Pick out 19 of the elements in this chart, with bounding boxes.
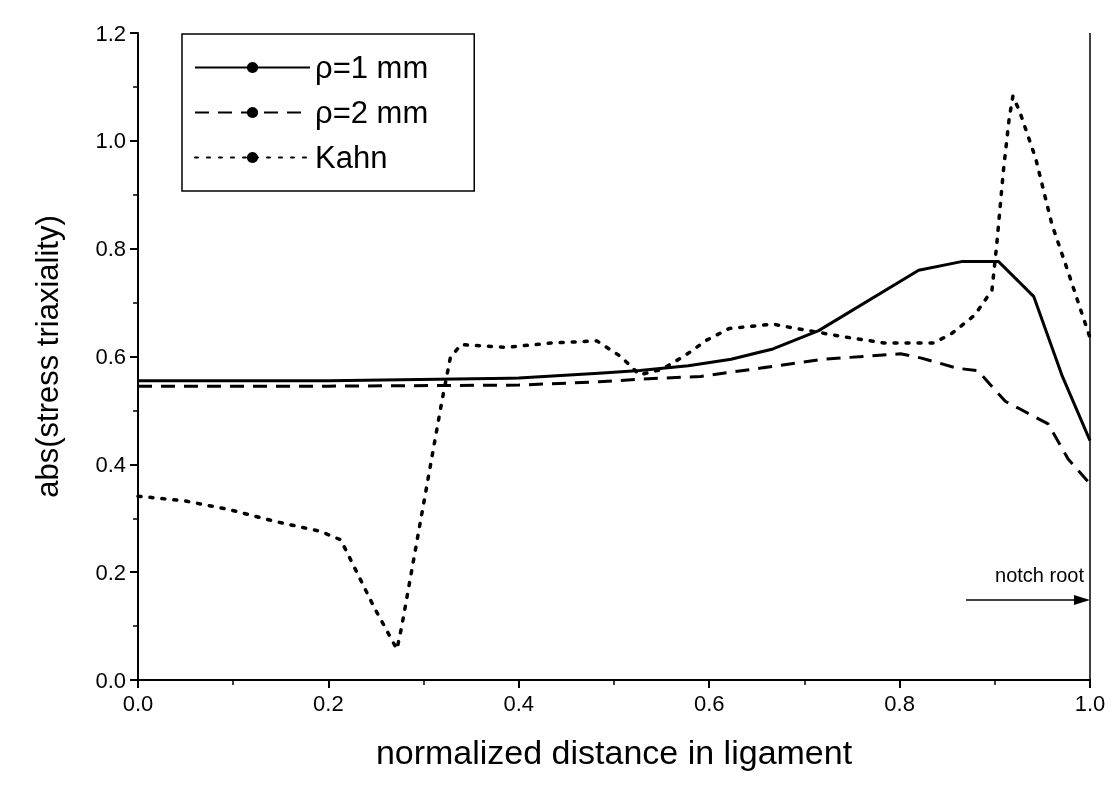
x-tick-label: 0.8 (884, 690, 915, 716)
legend-label: ρ=1 mm (315, 50, 429, 85)
y-tick-label: 0.6 (95, 344, 126, 369)
y-tick-label: 1.2 (95, 20, 126, 46)
y-tick-label: 1.0 (95, 128, 126, 154)
legend-label: Kahn (315, 140, 388, 175)
x-tick-label: 0.6 (693, 690, 725, 716)
x-axis-title: normalized distance in ligament (375, 733, 853, 771)
x-tick-label: 0.4 (503, 690, 535, 716)
x-tick-label: 0.2 (313, 690, 344, 716)
legend-label: ρ=2 mm (315, 95, 429, 130)
x-tick-label: 0.0 (122, 690, 154, 716)
ref-line-label: notch root (995, 564, 1084, 587)
y-axis-title: abs(stress triaxiality) (30, 215, 65, 498)
y-tick-label: 0.8 (95, 236, 126, 262)
y-tick-label: 0.4 (95, 451, 126, 477)
x-tick-label: 1.0 (1074, 690, 1106, 716)
y-tick-label: 0.2 (95, 559, 126, 585)
y-tick-label: 0.0 (95, 667, 126, 693)
